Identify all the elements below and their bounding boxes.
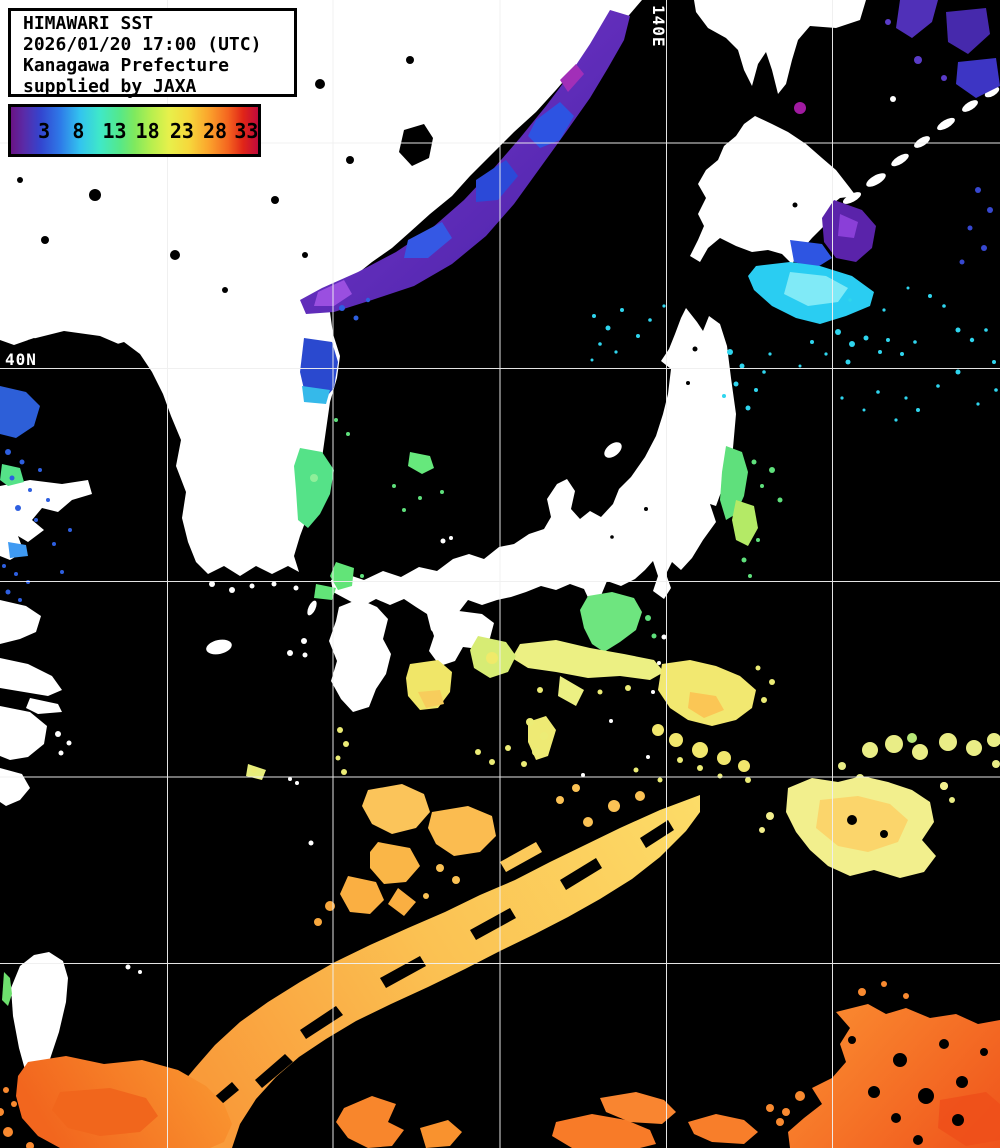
longitude-label-140e: 140E: [649, 5, 668, 48]
land-honshu: [331, 308, 736, 641]
latitude-label-40n: 40N: [5, 350, 37, 369]
map-title: HIMAWARI SST: [23, 13, 154, 34]
land-tsushima: [307, 600, 317, 616]
graticule-labels: 140E 40N: [5, 5, 668, 369]
colorbar-tick: 18: [135, 119, 160, 143]
sst-hot-bottom-left: [0, 1056, 232, 1148]
sst-orange-yellow-cluster: [314, 784, 496, 926]
sst-paleyellow-right: [833, 733, 1000, 803]
colorbar-tick: 13: [102, 119, 127, 143]
colorbar-tick: 33: [234, 119, 259, 143]
land-kuril-islands: [842, 86, 1000, 204]
map-datetime: 2026/01/20 17:00 (UTC): [23, 34, 262, 55]
map-credit: supplied by JAXA: [23, 76, 197, 97]
sst-hot-bottom-center: [336, 1092, 784, 1148]
colorbar-tick: 23: [169, 119, 194, 143]
land-hokkaido: [690, 116, 858, 264]
land-shandong: [0, 480, 92, 560]
sst-cold-okhotsk: [794, 0, 1000, 265]
land-taiwan: [11, 952, 68, 1083]
colorbar-tick: 28: [202, 119, 228, 143]
land-shikoku: [429, 611, 494, 666]
land-sakhalin: [694, 0, 866, 94]
sst-cyan-speckles: [590, 286, 998, 422]
colorbar-tick: 8: [72, 119, 85, 143]
temperature-colorbar: 3 8 13 18 23 28 33: [8, 104, 261, 157]
land-kyushu: [329, 599, 391, 712]
colorbar-tick: 3: [38, 119, 51, 143]
sst-blue-korea-yellow-sea: [0, 297, 371, 602]
sst-hot-bottom-right: [782, 981, 1000, 1148]
land-sado: [604, 442, 622, 458]
sst-yellow-mass-right: [759, 776, 948, 878]
land-jeju: [206, 639, 232, 655]
sst-greens: [2, 418, 783, 1006]
land-china-coast: [0, 600, 72, 806]
info-box: HIMAWARI SST 2026/01/20 17:00 (UTC) Kana…: [8, 8, 297, 97]
sst-yellow-coastal: [246, 636, 1000, 803]
map-region: Kanagawa Prefecture: [23, 55, 229, 76]
